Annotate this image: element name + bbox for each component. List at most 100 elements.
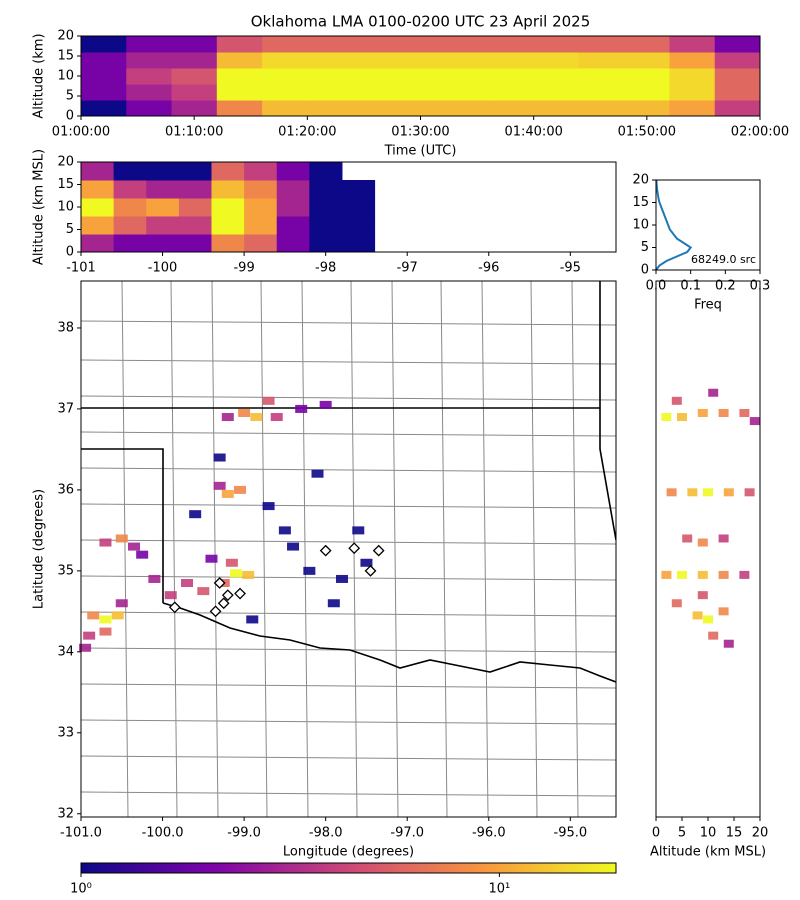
density-cell <box>250 413 263 422</box>
density-cell <box>244 198 278 217</box>
density-cell <box>81 180 115 199</box>
density-cell <box>309 234 343 253</box>
county-line <box>260 281 268 817</box>
density-cell <box>697 538 708 547</box>
y-tick-label: 20 <box>57 29 74 44</box>
density-cell <box>443 84 489 101</box>
density-cell <box>244 180 278 199</box>
density-cell <box>181 579 194 588</box>
density-cell <box>677 570 687 579</box>
density-cell <box>164 591 177 600</box>
density-cell <box>723 639 734 648</box>
density-cell <box>352 68 399 85</box>
density-cell <box>309 216 343 235</box>
density-cell <box>739 570 750 579</box>
x-tick-label: 10 <box>700 826 717 841</box>
density-cell <box>148 574 161 583</box>
county-line <box>81 539 616 545</box>
density-cell <box>111 611 124 620</box>
y-tick-label: 20 <box>57 155 74 170</box>
density-cell <box>624 36 670 53</box>
station <box>221 589 234 602</box>
y-tick-label: 15 <box>632 195 649 210</box>
county-line <box>81 503 616 509</box>
density-cell <box>262 502 275 511</box>
density-cell <box>714 68 761 85</box>
density-cell <box>262 68 308 85</box>
density-cell <box>262 396 275 405</box>
colorbar-tick-label: 10¹ <box>488 882 510 897</box>
density-cell <box>697 408 708 417</box>
density-cell <box>303 566 316 575</box>
x-tick-label: -100.0 <box>142 826 184 841</box>
density-cell <box>229 569 242 578</box>
density-cell <box>128 542 141 551</box>
density-cell <box>81 162 115 181</box>
density-cell <box>749 417 760 426</box>
density-cell <box>171 100 218 117</box>
density-cell <box>309 198 343 217</box>
density-cell <box>126 100 173 117</box>
density-cell <box>81 52 127 69</box>
density-cell <box>669 68 716 85</box>
station <box>209 605 222 618</box>
density-cell <box>666 488 677 497</box>
density-cell <box>397 36 444 53</box>
density-cell <box>624 100 670 117</box>
density-cell <box>115 534 128 543</box>
density-cell <box>443 36 489 53</box>
density-cell <box>533 100 580 117</box>
density-cell <box>216 36 263 53</box>
station <box>213 577 226 589</box>
density-cell <box>178 216 212 235</box>
density-cell <box>443 68 489 85</box>
x-tick-label: 01:50:00 <box>618 125 676 140</box>
density-cell <box>723 488 734 497</box>
x-axis-label: Freq <box>694 298 722 313</box>
county-line <box>81 431 616 437</box>
county-line <box>571 281 579 817</box>
density-cell <box>99 627 112 636</box>
station <box>348 542 361 555</box>
density-cell <box>276 198 310 217</box>
county-line <box>81 791 616 797</box>
density-cell <box>276 162 310 181</box>
density-cell <box>81 36 127 53</box>
density-cell <box>79 643 92 652</box>
density-cell <box>81 68 127 85</box>
x-tick-label: 0.2 <box>715 279 736 294</box>
density-cell <box>714 100 761 117</box>
density-cell <box>578 84 625 101</box>
x-tick-label: -95 <box>560 261 581 276</box>
x-axis-label: Altitude (km MSL) <box>650 845 766 860</box>
density-cell <box>216 84 263 101</box>
plot-area <box>81 162 376 253</box>
density-cell <box>221 413 234 422</box>
density-cell <box>244 162 278 181</box>
density-cell <box>225 558 238 567</box>
density-cell <box>262 100 308 117</box>
density-cell <box>703 615 713 624</box>
density-cell <box>276 234 310 253</box>
density-cell <box>171 68 218 85</box>
annotation: 68249.0 src <box>691 253 756 266</box>
density-cell <box>216 52 263 69</box>
density-cell <box>533 84 580 101</box>
density-cell <box>352 84 399 101</box>
x-tick-label: -101 <box>66 261 96 276</box>
density-cell <box>178 198 212 217</box>
county-line <box>121 281 129 817</box>
density-cell <box>126 84 173 101</box>
density-cell <box>352 52 399 69</box>
y-tick-label: 5 <box>66 89 74 104</box>
density-cell <box>677 413 687 422</box>
county-line <box>81 320 616 326</box>
density-cell <box>744 488 755 497</box>
county-line <box>81 575 616 581</box>
station <box>168 601 181 614</box>
plot-area <box>81 36 761 117</box>
density-cell <box>739 408 750 417</box>
density-cell <box>287 542 300 551</box>
density-cell <box>307 68 354 85</box>
